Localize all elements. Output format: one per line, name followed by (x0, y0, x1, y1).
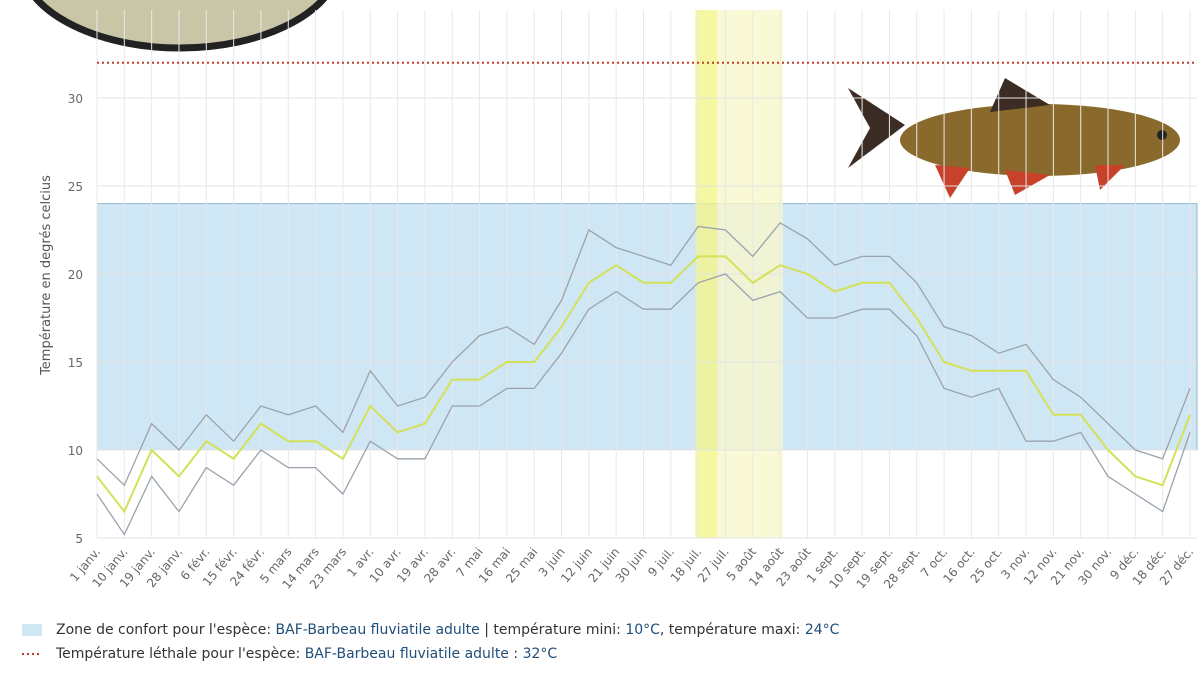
legend-part: Zone de confort pour l'espèce: (56, 622, 276, 638)
map-inset (32, 0, 328, 52)
legend-part: Température léthale pour l'espèce: (55, 646, 305, 662)
y-tick-label: 30 (68, 92, 83, 106)
legend-part: BAF-Barbeau fluviatile adulte (276, 622, 480, 638)
fish-illustration (848, 78, 1180, 198)
legend-swatch (22, 624, 42, 636)
legend-part: 32°C (523, 646, 558, 662)
y-tick-label: 15 (68, 356, 83, 370)
legend-text: Zone de confort pour l'espèce: BAF-Barbe… (56, 622, 840, 638)
legend-part: 10°C (625, 622, 660, 638)
series-line (96, 222, 1191, 487)
y-tick-label: 5 (75, 532, 83, 546)
y-axis-label: Température en degrés celcius (39, 175, 54, 376)
legend-part: | température mini: (480, 622, 626, 638)
series-line (96, 255, 1191, 514)
legend-part: BAF-Barbeau fluviatile adulte (305, 646, 509, 662)
y-tick-label: 25 (68, 180, 83, 194)
legend-part: , température maxi: (660, 622, 805, 638)
y-tick-label: 10 (68, 444, 83, 458)
legend-part: 24°C (805, 622, 840, 638)
legend-text: Température léthale pour l'espèce: BAF-B… (55, 646, 557, 662)
comfort-zone (96, 203, 1198, 451)
legend-part: : (509, 646, 523, 662)
y-tick-label: 20 (68, 268, 83, 282)
series-line (96, 273, 1191, 536)
